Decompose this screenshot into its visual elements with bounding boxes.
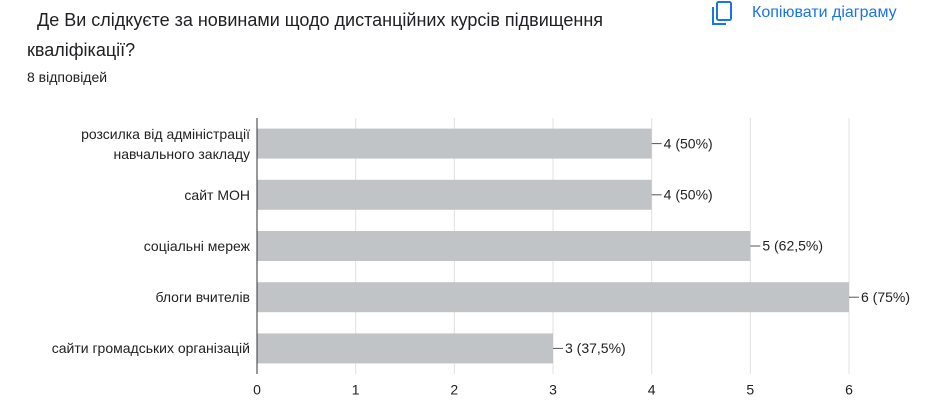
bar [257, 128, 652, 159]
bar [257, 231, 751, 261]
bar [257, 333, 553, 364]
value-label: 5 (62,5%) [762, 238, 823, 254]
value-label: 3 (37,5%) [565, 340, 626, 356]
copy-button[interactable]: Копіювати діаграму [710, 0, 897, 26]
copy-label[interactable]: Копіювати діаграму [752, 4, 897, 21]
response-count: 8 відповідей [27, 69, 108, 85]
value-label: 4 (50%) [664, 135, 713, 151]
bar [257, 179, 652, 210]
chart-title: Де Ви слідкуєте за новинами щодо дистанц… [27, 10, 604, 60]
copy-icon [712, 1, 732, 25]
value-label: 4 (50%) [664, 187, 713, 203]
category-label: сайт МОН [184, 186, 250, 203]
category-label: розсилка від адміністрації навчального з… [81, 125, 250, 162]
x-tick-label: 5 [746, 382, 754, 398]
x-tick-label: 3 [549, 382, 557, 398]
category-label: блоги вчителів [155, 289, 250, 306]
x-tick-label: 0 [253, 382, 261, 398]
x-tick-label: 1 [352, 382, 360, 398]
category-label: соціальні мереж [143, 238, 250, 254]
bar [257, 282, 849, 313]
value-label: 6 (75%) [861, 289, 910, 305]
x-tick-label: 2 [450, 382, 458, 398]
x-tick-label: 6 [845, 382, 853, 398]
x-tick-label: 4 [648, 382, 656, 398]
category-label: сайти громадських організацій [51, 340, 250, 357]
